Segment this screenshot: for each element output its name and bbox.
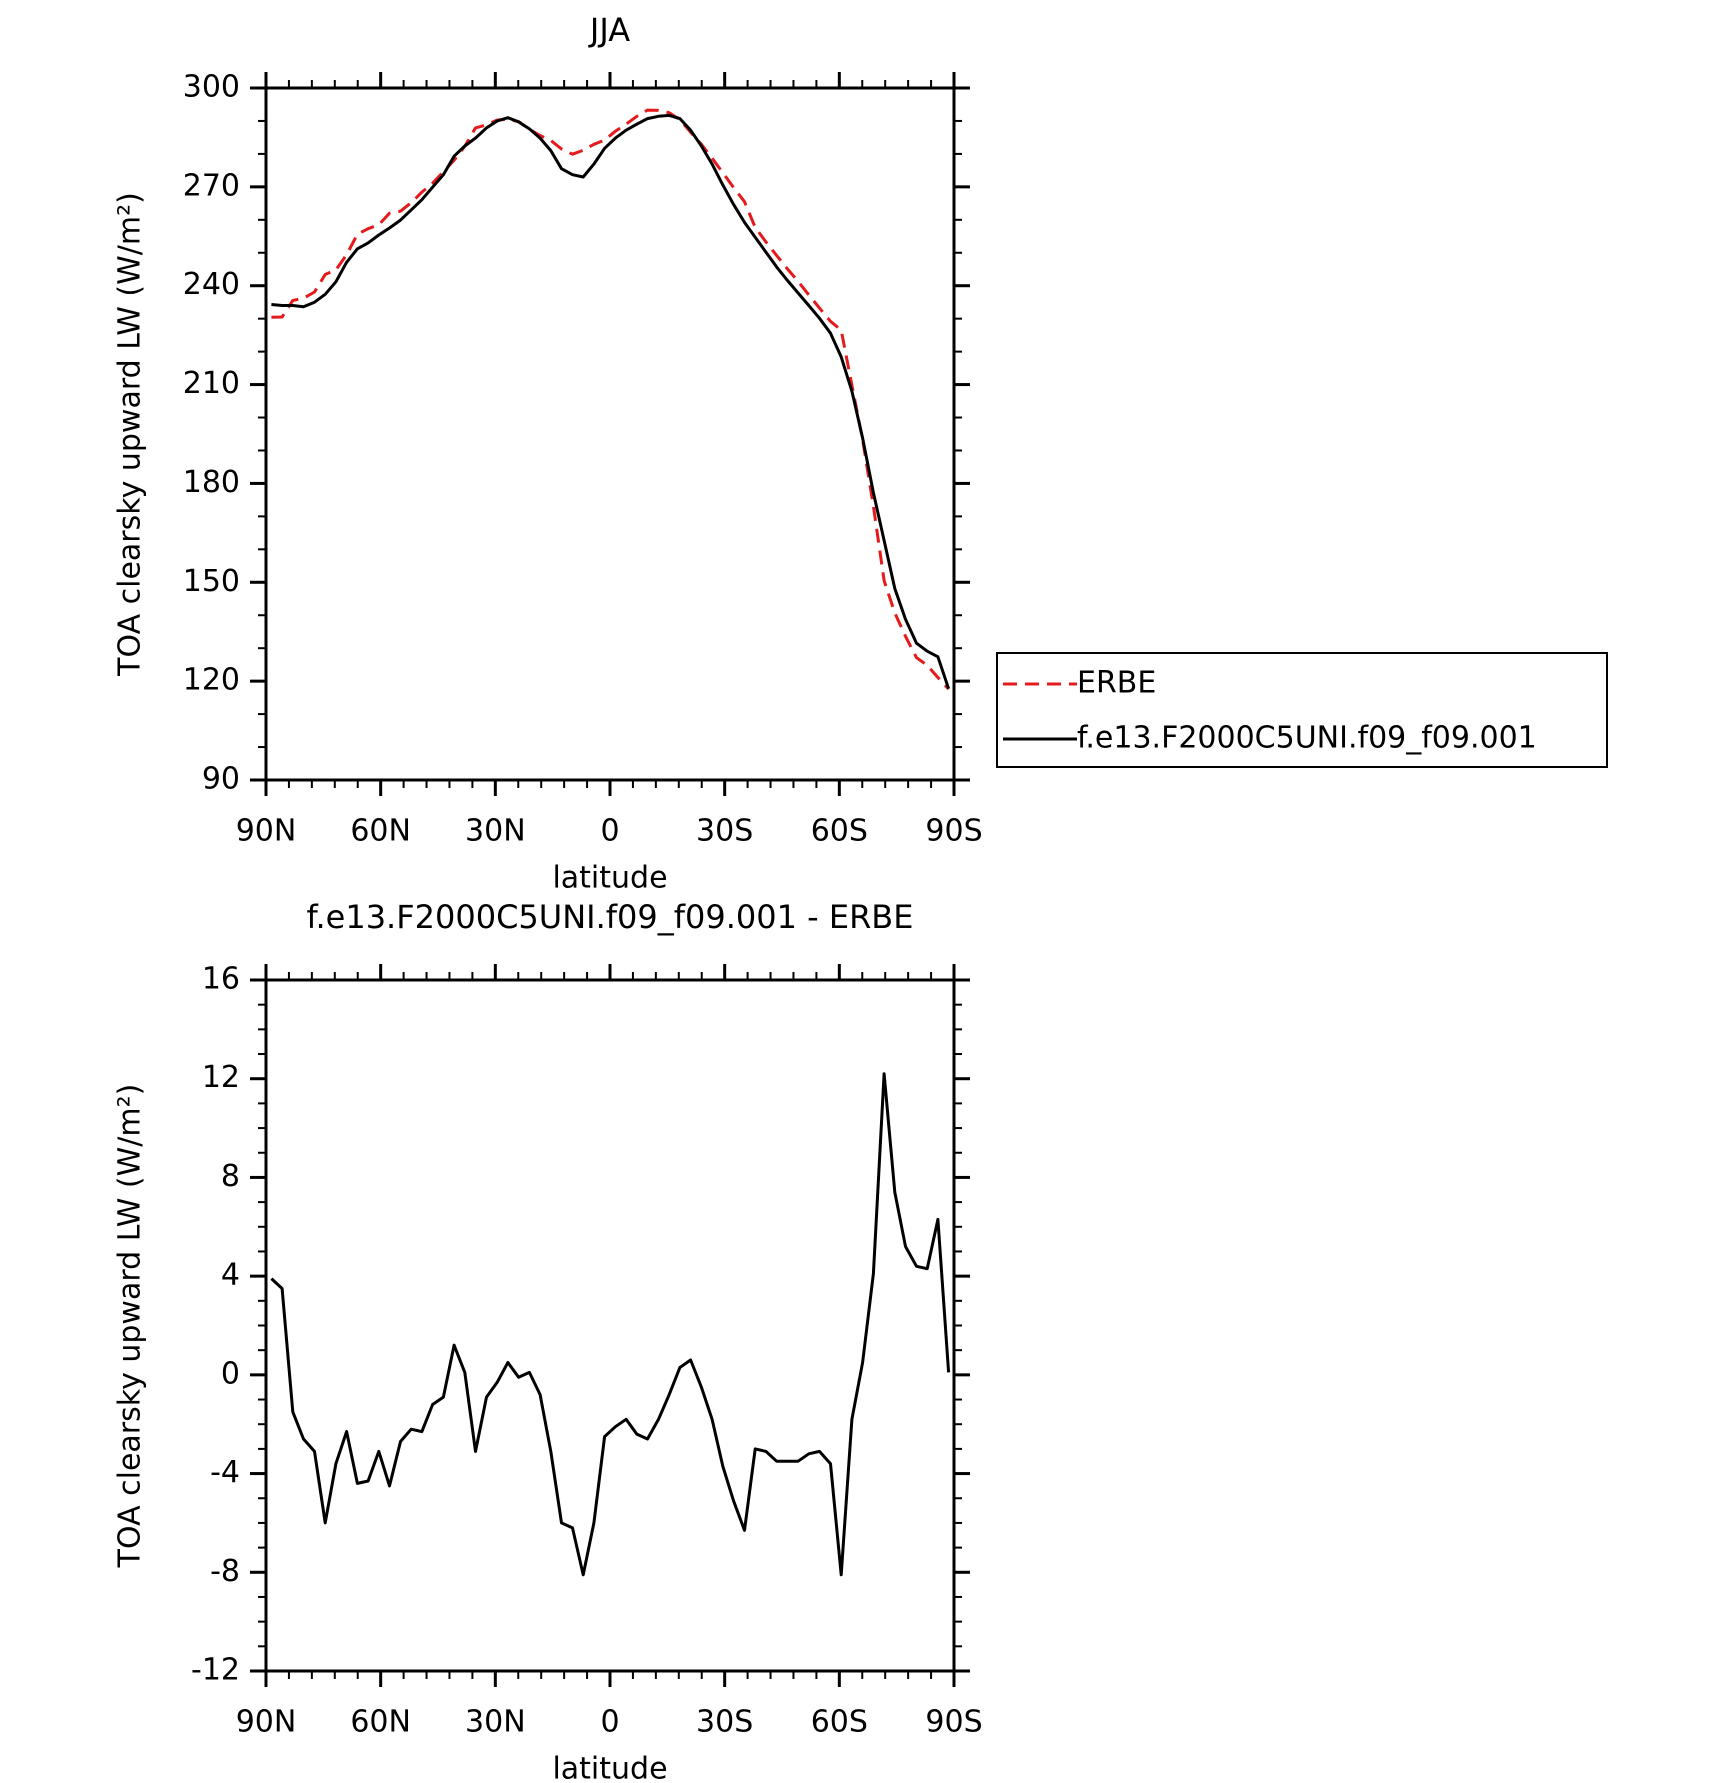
- plot-frame: [264, 86, 956, 782]
- chart-title: JJA: [588, 11, 630, 49]
- legend-box: [996, 652, 1608, 768]
- y-axis-label: TOA clearsky upward LW (W/m²): [113, 192, 148, 677]
- x-tick-label: 90S: [925, 1705, 982, 1740]
- x-tick-label: 90N: [236, 1705, 297, 1740]
- y-tick-label: 8: [221, 1159, 240, 1194]
- x-tick-label: 90S: [925, 814, 982, 849]
- x-axis-label: latitude: [552, 1752, 667, 1783]
- y-tick-label: 16: [202, 962, 240, 997]
- y-tick-label: 12: [202, 1060, 240, 1095]
- y-tick-label: -12: [191, 1653, 240, 1688]
- x-tick-label: 30N: [465, 1705, 526, 1740]
- x-tick-label: 30N: [465, 814, 526, 849]
- y-tick-label: 150: [183, 564, 240, 599]
- y-tick-label: 4: [221, 1258, 240, 1293]
- x-tick-label: 30S: [696, 814, 753, 849]
- chart-title: f.e13.F2000C5UNI.f09_f09.001 - ERBE: [307, 898, 914, 936]
- y-tick-label: 210: [183, 366, 240, 401]
- x-tick-label: 60S: [811, 814, 868, 849]
- y-tick-label: 180: [183, 465, 240, 500]
- x-tick-label: 0: [600, 1705, 619, 1740]
- y-axis-label: TOA clearsky upward LW (W/m²): [113, 1084, 148, 1569]
- legend-label: f.e13.F2000C5UNI.f09_f09.001: [1077, 721, 1537, 756]
- y-tick-label: -8: [210, 1554, 240, 1589]
- y-tick-label: -4: [210, 1455, 240, 1490]
- x-tick-label: 90N: [236, 814, 297, 849]
- x-tick-label: 60N: [350, 1705, 411, 1740]
- legend-label: ERBE: [1077, 666, 1156, 701]
- y-tick-label: 240: [183, 267, 240, 302]
- x-tick-label: 60N: [350, 814, 411, 849]
- x-tick-label: 0: [600, 814, 619, 849]
- x-tick-label: 30S: [696, 1705, 753, 1740]
- y-tick-label: 0: [221, 1356, 240, 1391]
- plot-frame: [264, 978, 956, 1673]
- y-tick-label: 120: [183, 663, 240, 698]
- series-line: [271, 108, 950, 691]
- x-axis-label: latitude: [552, 861, 667, 896]
- y-tick-label: 90: [202, 762, 240, 797]
- series-line: [271, 113, 951, 690]
- series-line: [270, 1072, 951, 1577]
- y-tick-label: 300: [183, 70, 240, 105]
- y-tick-label: 270: [183, 168, 240, 203]
- x-tick-label: 60S: [811, 1705, 868, 1740]
